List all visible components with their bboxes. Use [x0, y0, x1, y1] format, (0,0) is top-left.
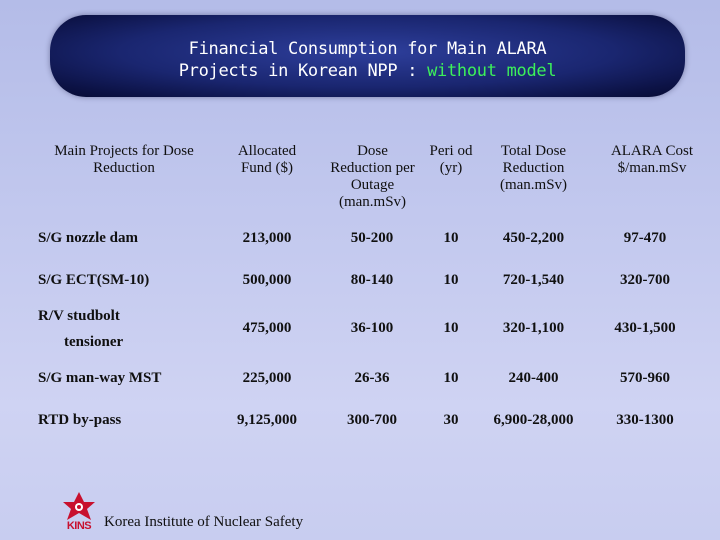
table-row-2-fund: 500,000: [242, 272, 292, 288]
table-row-2-total: 720-1,540: [502, 272, 565, 288]
table-row-2-project: S/G ECT(SM-10): [38, 272, 150, 288]
table-row-4-period: 10: [443, 370, 459, 386]
table-row-5-fund: 9,125,000: [237, 412, 297, 428]
title-line-2: Projects in Korean NPP : without model: [50, 60, 685, 82]
table-row-3-dose: 36-100: [350, 320, 394, 336]
table-row-2-cost: 320-700: [620, 272, 670, 288]
table-row-3-total: 320-1,100: [502, 320, 565, 336]
table-row-4-dose: 26-36: [354, 370, 390, 386]
table-row-3-project-line-2: tensioner: [64, 334, 124, 350]
table-row-3-cost: 430-1,500: [614, 320, 676, 336]
table-row-4-project: S/G man-way MST: [38, 370, 162, 386]
kins-logo: KINS: [63, 492, 95, 530]
table-row-1-project: S/G nozzle dam: [38, 230, 138, 246]
column-header-period: Peri od (yr): [429, 143, 473, 176]
column-header-dose: Dose Reduction per Outage (man.mSv): [330, 143, 415, 210]
table-row-4-fund: 225,000: [242, 370, 292, 386]
table-row-3-period: 10: [443, 320, 459, 336]
table-row-1-dose: 50-200: [350, 230, 394, 246]
table-row-1-total: 450-2,200: [502, 230, 565, 246]
column-header-project: Main Projects for Dose Reduction: [54, 143, 194, 176]
title-accent: without model: [427, 61, 557, 81]
table-row-4-cost: 570-960: [620, 370, 670, 386]
table-row-5-period: 30: [443, 412, 459, 428]
table-row-3-project-line-1: R/V studbolt: [38, 308, 120, 324]
title-banner: Financial Consumption for Main ALARA Pro…: [50, 15, 685, 97]
title-line-1: Financial Consumption for Main ALARA: [188, 39, 547, 59]
table-row-5-project: RTD by-pass: [38, 412, 122, 428]
table-row-1-fund: 213,000: [242, 230, 292, 246]
table-row-5-total: 6,900-28,000: [493, 412, 574, 428]
footer-organization: Korea Institute of Nuclear Safety: [104, 514, 304, 530]
table-row-2-period: 10: [443, 272, 459, 288]
table-row-2-dose: 80-140: [350, 272, 394, 288]
column-header-fund: Allocated Fund ($): [237, 143, 297, 176]
table-row-1-period: 10: [443, 230, 459, 246]
title-line-2-main: Projects in Korean NPP :: [178, 61, 428, 81]
table-row-1-cost: 97-470: [623, 230, 667, 246]
table-row-5-dose: 300-700: [347, 412, 397, 428]
table-row-4-total: 240-400: [508, 370, 559, 386]
table-row-5-cost: 330-1300: [616, 412, 674, 428]
column-header-total: Total Dose Reduction (man.mSv): [499, 143, 568, 193]
svg-text:KINS: KINS: [67, 520, 91, 530]
column-header-cost: ALARA Cost $/man.mSv: [610, 143, 694, 176]
table-row-3-fund: 475,000: [242, 320, 292, 336]
